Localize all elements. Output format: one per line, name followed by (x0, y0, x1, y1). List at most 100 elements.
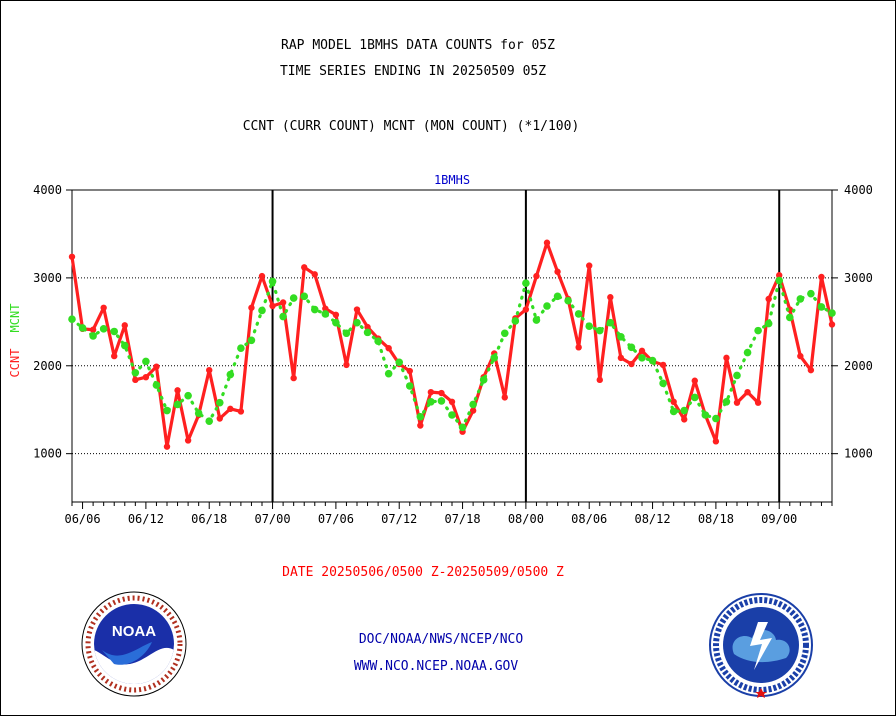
data-point-mcnt (733, 371, 741, 380)
data-point-mcnt (99, 325, 108, 333)
data-point-mcnt (289, 294, 298, 302)
data-point-mcnt (807, 289, 815, 298)
data-point-ccnt (216, 415, 223, 422)
data-point-ccnt (670, 398, 677, 406)
data-point-ccnt (607, 294, 614, 301)
data-point-mcnt (205, 417, 214, 425)
data-point-ccnt (617, 354, 625, 362)
data-point-mcnt (828, 309, 836, 317)
plot-border (71, 189, 833, 503)
data-point-mcnt (342, 329, 351, 338)
data-point-ccnt (776, 272, 783, 279)
x-tick-label: 06/12 (128, 512, 164, 526)
data-point-mcnt (321, 310, 330, 318)
data-point-mcnt (796, 295, 805, 303)
data-point-ccnt (322, 305, 329, 312)
data-point-mcnt (585, 322, 594, 331)
x-tick-label: 09/00 (761, 512, 797, 526)
data-point-ccnt (184, 437, 192, 444)
data-point-mcnt (427, 398, 435, 406)
data-point-ccnt (311, 271, 318, 278)
data-point-ccnt (100, 304, 107, 311)
data-point-mcnt (680, 406, 689, 415)
data-point-mcnt (532, 316, 541, 324)
data-point-mcnt (332, 318, 340, 327)
data-point-ccnt (754, 399, 762, 406)
data-point-mcnt (479, 376, 488, 384)
data-point-ccnt (427, 388, 435, 396)
data-point-ccnt (406, 367, 413, 375)
data-point-mcnt (353, 318, 361, 327)
data-point-ccnt (638, 347, 646, 355)
data-point-mcnt (617, 332, 625, 341)
data-point-mcnt (78, 324, 87, 332)
data-point-ccnt (89, 326, 97, 333)
data-point-mcnt (638, 354, 646, 362)
data-point-ccnt (543, 239, 551, 246)
y-tick-label-left: 2000 (33, 359, 62, 373)
data-point-ccnt (279, 299, 287, 306)
data-point-ccnt (248, 304, 255, 311)
data-point-ccnt (744, 388, 751, 396)
data-point-mcnt (247, 336, 256, 345)
data-point-ccnt (353, 306, 361, 313)
data-point-mcnt (817, 303, 826, 311)
data-point-ccnt (659, 361, 667, 369)
data-point-ccnt (628, 360, 635, 368)
data-point-ccnt (269, 302, 276, 310)
data-point-mcnt (300, 292, 309, 301)
data-point-ccnt (364, 323, 371, 331)
data-point-ccnt (818, 273, 825, 281)
website-link[interactable]: WWW.NCO.NCEP.NOAA.GOV (353, 659, 519, 674)
data-point-mcnt (363, 328, 372, 337)
data-point-ccnt (237, 408, 245, 415)
x-tick-label: 08/00 (508, 512, 544, 526)
data-point-mcnt (215, 398, 224, 407)
data-point-mcnt (173, 400, 182, 409)
data-point-mcnt (595, 326, 604, 335)
data-point-ccnt (522, 306, 530, 313)
data-point-mcnt (606, 318, 615, 327)
data-point-mcnt (110, 327, 119, 336)
data-point-mcnt (564, 296, 572, 305)
data-point-mcnt (437, 397, 446, 405)
data-point-ccnt (797, 352, 804, 360)
data-point-ccnt (132, 376, 139, 384)
data-point-ccnt (691, 377, 698, 384)
data-point-ccnt (142, 374, 150, 381)
data-point-ccnt (121, 322, 128, 329)
y-tick-label-left: 4000 (33, 183, 62, 197)
x-tick-label: 07/12 (381, 512, 417, 526)
panel-label: 1BMHS (434, 173, 470, 187)
data-point-ccnt (227, 405, 234, 413)
data-point-ccnt (712, 438, 720, 445)
data-point-ccnt (723, 354, 730, 362)
date-range-label: DATE 20250506/0500 Z-20250509/0500 Z (282, 565, 564, 580)
data-point-mcnt (448, 411, 456, 419)
y-tick-label-right: 2000 (844, 359, 873, 373)
data-point-ccnt (332, 311, 340, 318)
chart-title-line2: TIME SERIES ENDING IN 20250509 05Z (279, 64, 547, 79)
data-point-mcnt (659, 379, 667, 388)
data-point-ccnt (206, 366, 213, 374)
data-point-mcnt (194, 409, 203, 418)
data-point-ccnt (681, 416, 688, 423)
data-point-mcnt (384, 369, 393, 378)
data-point-ccnt (469, 407, 477, 414)
data-point-ccnt (807, 366, 815, 374)
data-point-mcnt (395, 358, 404, 367)
data-point-ccnt (174, 387, 181, 394)
data-point-mcnt (712, 414, 720, 423)
data-point-ccnt (153, 363, 160, 370)
data-point-mcnt (627, 343, 636, 352)
data-point-mcnt (268, 277, 277, 286)
noaa-logo-text: NOAA (112, 623, 156, 640)
data-point-ccnt (448, 398, 456, 406)
y-tick-label-right: 1000 (844, 447, 873, 461)
y-axis-label-mcnt: MCNT (8, 304, 22, 333)
nws-logo (709, 593, 813, 698)
data-point-mcnt (553, 292, 562, 301)
data-point-mcnt (68, 315, 76, 323)
data-point-mcnt (522, 279, 530, 287)
